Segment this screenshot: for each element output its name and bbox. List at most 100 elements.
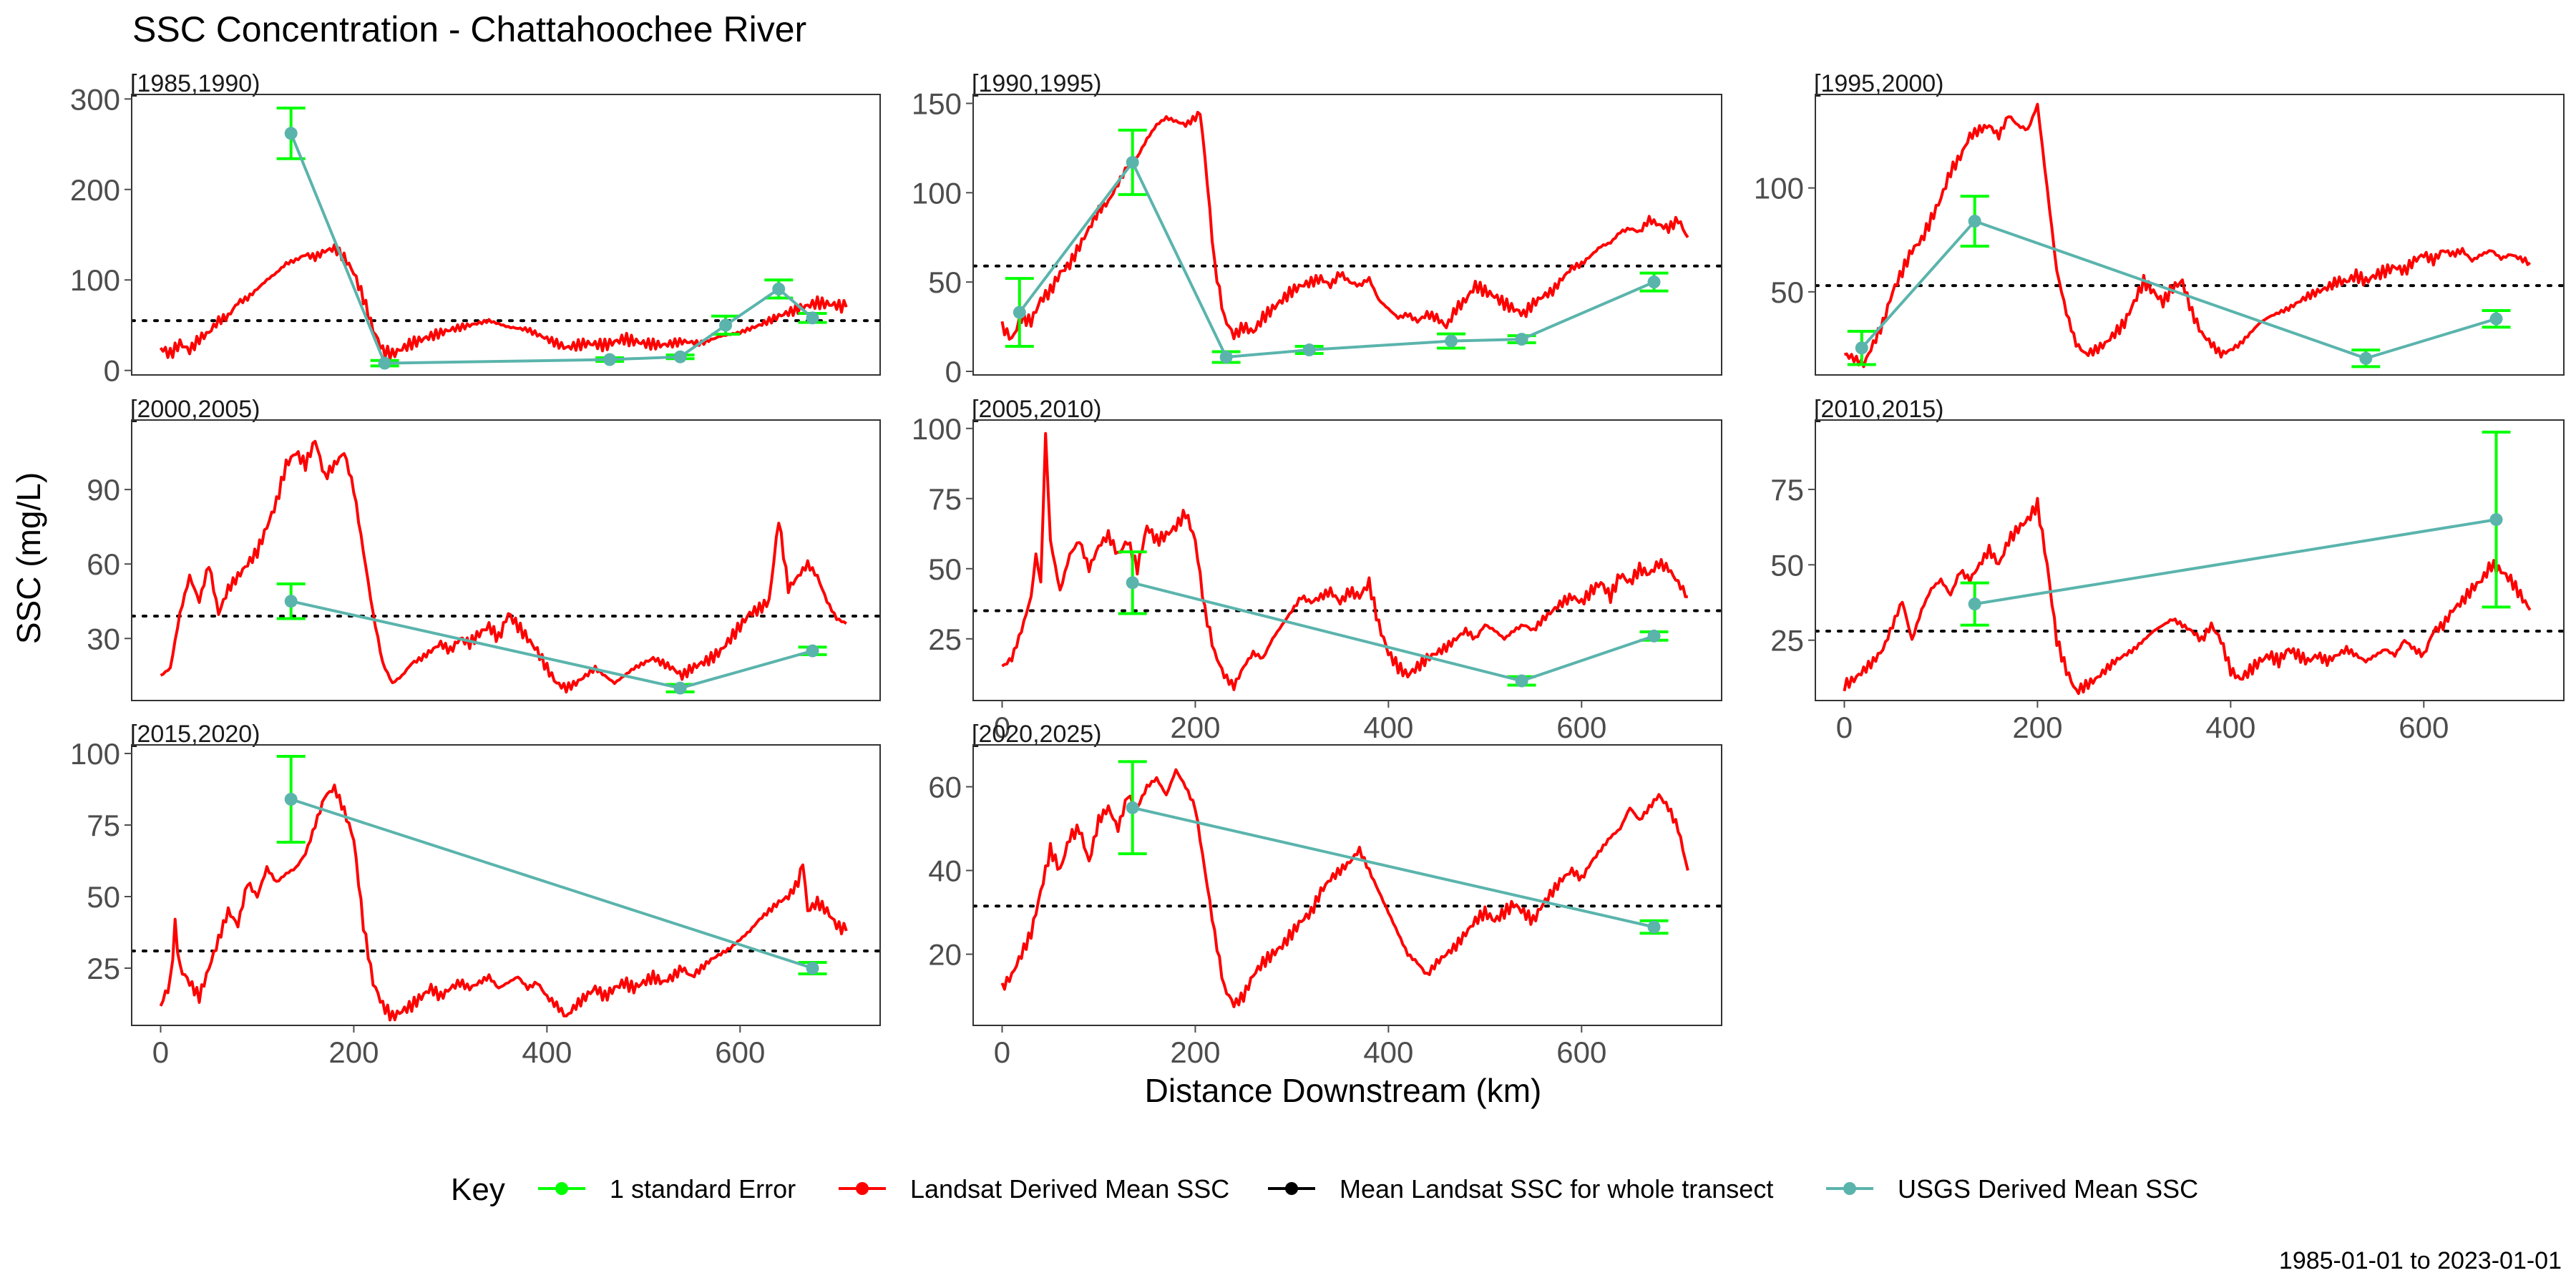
y-tick-label: 40 <box>928 854 962 888</box>
y-tick-label: 75 <box>1770 473 1804 507</box>
plot-area <box>132 106 880 370</box>
y-tick-label: 0 <box>945 355 962 389</box>
plot-area <box>973 110 1722 364</box>
plot-area <box>973 760 1722 1008</box>
legend-key-point <box>555 1182 568 1195</box>
y-tick-label: 50 <box>87 880 120 914</box>
y-tick-label: 25 <box>928 623 962 656</box>
usgs-point <box>806 311 819 325</box>
y-tick-label: 100 <box>70 737 120 771</box>
legend-label: Mean Landsat SSC for whole transect <box>1340 1174 1773 1204</box>
legend-item: Mean Landsat SSC for whole transect <box>1268 1174 1773 1204</box>
x-tick-label: 200 <box>1170 1035 1220 1069</box>
usgs-point <box>2489 513 2503 527</box>
usgs-point <box>284 595 298 608</box>
usgs-point <box>378 356 391 370</box>
usgs-point <box>1302 343 1316 357</box>
usgs-point <box>1013 306 1026 319</box>
y-tick-label: 60 <box>87 547 120 581</box>
x-tick-label: 600 <box>715 1035 765 1069</box>
x-tick-label: 400 <box>1363 711 1413 744</box>
usgs-point <box>1647 629 1661 643</box>
usgs-point <box>284 127 298 140</box>
usgs-ssc-line <box>1860 219 2497 360</box>
legend-items: 1 standard Error Landsat Derived Mean SSC… <box>538 1174 2198 1204</box>
landsat-ssc-line <box>160 439 847 694</box>
facet-panel: [2010,2015) 25 50 75 0 200 400 600 <box>1770 396 2565 744</box>
facet-label: [2010,2015) <box>1814 396 1944 423</box>
panel-border <box>972 94 1722 376</box>
y-tick-label: 200 <box>70 173 120 207</box>
y-tick-label: 100 <box>70 263 120 297</box>
x-tick-label: 400 <box>522 1035 572 1069</box>
y-tick-label: 300 <box>70 82 120 116</box>
y-tick-label: 50 <box>928 552 962 586</box>
usgs-point <box>719 318 733 332</box>
x-tick-label: 0 <box>994 1035 1010 1069</box>
facet-label: [2000,2005) <box>130 396 260 423</box>
y-tick-label: 25 <box>87 952 120 985</box>
landsat-ssc-line <box>1843 497 2532 696</box>
usgs-point <box>806 962 819 975</box>
y-tick-label: 20 <box>928 938 962 972</box>
usgs-ssc-line <box>289 132 814 365</box>
landsat-ssc-line <box>159 243 848 361</box>
x-tick-label: 400 <box>2205 711 2255 744</box>
legend-key-point <box>1285 1182 1298 1195</box>
legend-label: 1 standard Error <box>610 1174 796 1204</box>
x-tick-label: 0 <box>994 711 1010 744</box>
landsat-ssc-line <box>1000 110 1689 341</box>
facet-panel: [1995,2000) 50 100 <box>1754 70 2565 376</box>
y-tick-label: 50 <box>1770 548 1804 582</box>
usgs-point <box>1968 597 1981 611</box>
facet-label: [2015,2020) <box>130 721 260 748</box>
landsat-ssc-line <box>159 784 848 1022</box>
legend-label: USGS Derived Mean SSC <box>1898 1174 2198 1204</box>
x-tick-label: 0 <box>152 1035 169 1069</box>
usgs-point <box>1515 333 1528 346</box>
panel-border <box>131 419 881 701</box>
legend-item: Landsat Derived Mean SSC <box>839 1174 1229 1204</box>
legend-item: 1 standard Error <box>538 1174 796 1204</box>
landsat-ssc-line <box>1000 768 1689 1008</box>
facet-label: [2005,2010) <box>972 396 1102 423</box>
y-tick-label: 75 <box>87 809 120 842</box>
usgs-point <box>1855 341 1868 355</box>
facet-panel: [2015,2020) 25 50 75 100 0 200 400 600 <box>70 721 881 1069</box>
facet-panel: [1990,1995) 0 50 100 150 <box>912 70 1722 389</box>
x-tick-label: 200 <box>1170 711 1220 744</box>
landsat-ssc-line <box>1001 431 1688 691</box>
y-tick-label: 90 <box>87 473 120 507</box>
y-tick-label: 30 <box>87 622 120 655</box>
usgs-point <box>284 793 298 806</box>
plot-area <box>132 755 880 1022</box>
facet-panel: [1985,1990) 0 100 200 300 <box>70 70 881 388</box>
panel-border <box>131 94 881 376</box>
usgs-point <box>673 681 687 695</box>
usgs-point <box>2359 351 2373 365</box>
x-tick-label: 200 <box>328 1035 379 1069</box>
usgs-point <box>1126 155 1139 169</box>
legend-item: USGS Derived Mean SSC <box>1826 1174 2198 1204</box>
x-tick-label: 0 <box>1836 711 1853 744</box>
usgs-ssc-line <box>1132 806 1654 929</box>
y-tick-label: 75 <box>928 482 962 516</box>
usgs-point <box>2489 312 2503 326</box>
x-tick-label: 600 <box>1556 711 1606 744</box>
legend-key-point <box>1843 1182 1856 1195</box>
usgs-point <box>1515 674 1528 688</box>
usgs-point <box>1445 334 1458 348</box>
usgs-point <box>1219 351 1233 364</box>
facet-panel: [2005,2010) 25 50 75 100 0 200 400 600 <box>912 396 1722 744</box>
legend-title: Key <box>451 1172 505 1207</box>
y-tick-label: 0 <box>104 354 120 388</box>
plot-area <box>132 439 880 695</box>
y-tick-label: 25 <box>1770 624 1804 658</box>
y-tick-label: 100 <box>912 412 962 446</box>
legend-label: Landsat Derived Mean SSC <box>910 1174 1229 1204</box>
usgs-ssc-line <box>1974 518 2497 606</box>
facet-label: [1990,1995) <box>972 70 1102 97</box>
